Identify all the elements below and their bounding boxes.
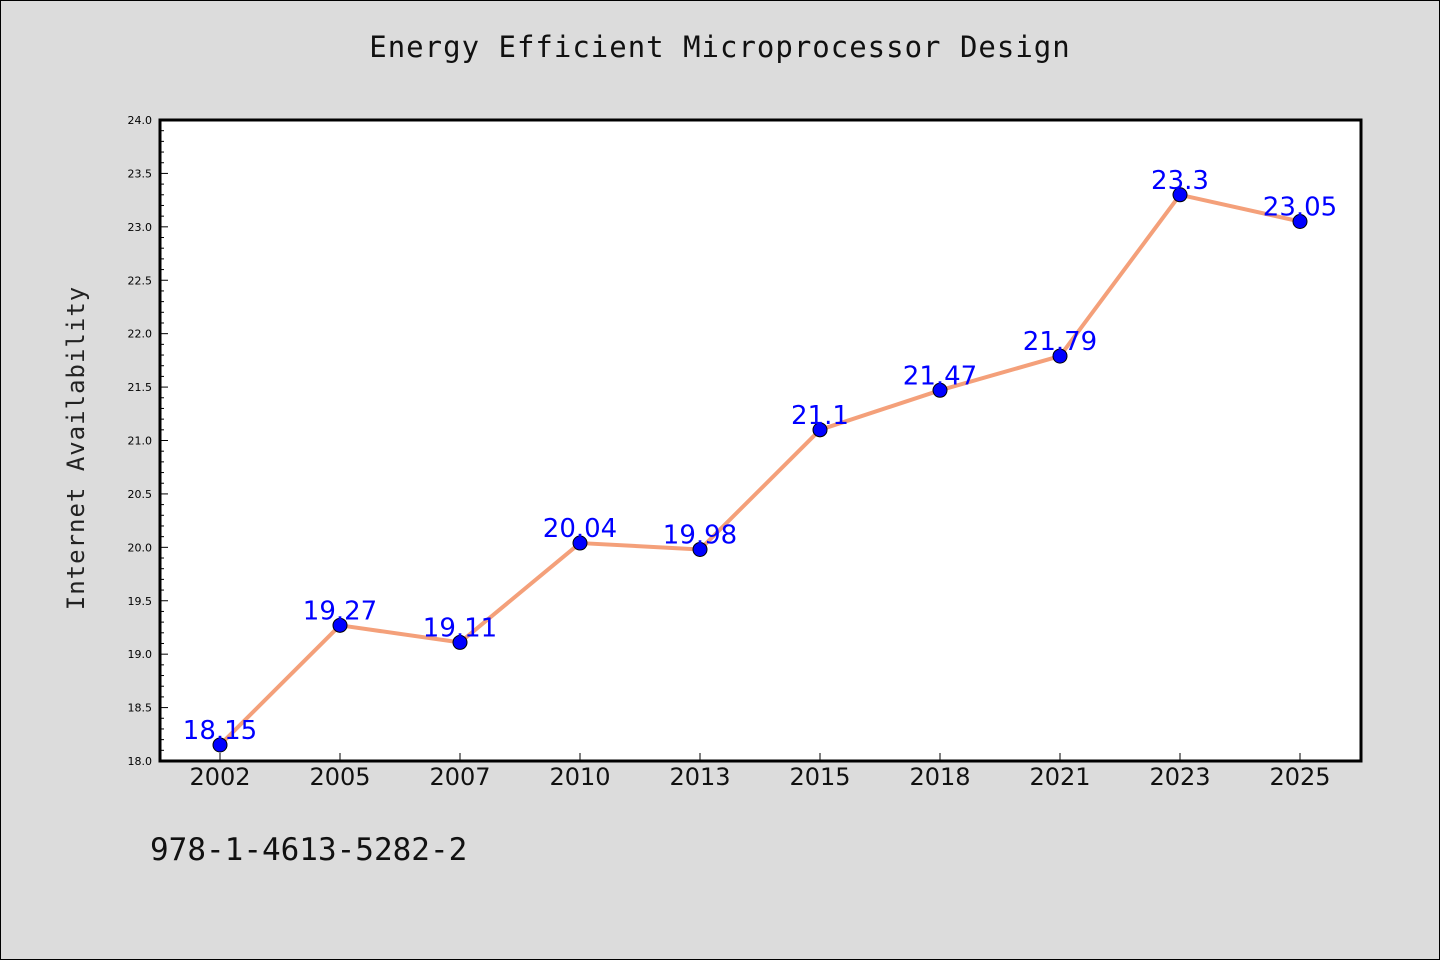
x-tick-label: 2021	[1029, 763, 1090, 791]
data-point	[212, 737, 228, 753]
plot-area	[158, 118, 1363, 763]
footnote-isbn: 978-1-4613-5282-2	[150, 832, 468, 868]
y-tick-label: 21.5	[128, 381, 153, 394]
y-tick-label: 18.0	[128, 755, 153, 768]
y-tick-label: 19.0	[128, 648, 153, 661]
data-label: 19.27	[303, 596, 377, 626]
chart-title: Energy Efficient Microprocessor Design	[369, 30, 1071, 64]
y-tick-label: 23.5	[128, 167, 153, 180]
data-point	[332, 617, 348, 633]
x-axis: 2002 2005 2007 2010 2013 2015 2018 2021 2023 2025	[189, 753, 1331, 791]
markers-group	[212, 187, 1308, 753]
data-labels-group: 18.15 19.27 19.11 20.04 19.98 21.1 21.47 21.79 2…	[183, 166, 1337, 746]
data-point	[572, 535, 588, 551]
y-tick-label: 22.5	[128, 274, 153, 287]
data-point	[1052, 348, 1068, 364]
data-label: 19.11	[423, 613, 497, 643]
data-label: 21.79	[1023, 327, 1097, 357]
data-label: 23.05	[1263, 192, 1337, 222]
series-line	[218, 192, 1301, 747]
x-tick-label: 2025	[1269, 763, 1330, 791]
series-line-group	[218, 192, 1301, 747]
data-label: 21.47	[903, 361, 977, 391]
y-tick-label: 22.0	[128, 328, 153, 341]
x-tick-label: 2010	[549, 763, 610, 791]
x-tick-label: 2007	[429, 763, 490, 791]
y-tick-label: 23.0	[128, 221, 153, 234]
x-tick-label: 2013	[669, 763, 730, 791]
y-tick-label: 21.0	[128, 435, 153, 448]
x-tick-label: 2015	[789, 763, 850, 791]
x-tick-label: 2005	[309, 763, 370, 791]
data-point	[1172, 187, 1188, 203]
y-tick-label: 18.5	[128, 702, 153, 715]
x-tick-label: 2023	[1149, 763, 1210, 791]
y-tick-label: 20.5	[128, 488, 153, 501]
data-point	[1292, 213, 1308, 229]
data-point	[812, 422, 828, 438]
x-tick-label: 2018	[909, 763, 970, 791]
data-point	[932, 382, 948, 398]
data-point	[692, 541, 708, 557]
x-tick-label: 2002	[189, 763, 250, 791]
data-label: 23.3	[1151, 166, 1209, 196]
data-label: 19.98	[663, 520, 737, 550]
y-axis: 18.0 18.5 19.0 19.5 20.0 20.5 21.0 21.5 22.0 22.5…	[128, 114, 168, 768]
data-label: 20.04	[543, 514, 617, 544]
y-tick-label: 19.5	[128, 595, 153, 608]
data-label: 21.1	[791, 401, 849, 431]
data-label: 18.15	[183, 716, 257, 746]
y-tick-label: 20.0	[128, 541, 153, 554]
y-tick-label: 24.0	[128, 114, 153, 127]
data-point	[452, 634, 468, 650]
